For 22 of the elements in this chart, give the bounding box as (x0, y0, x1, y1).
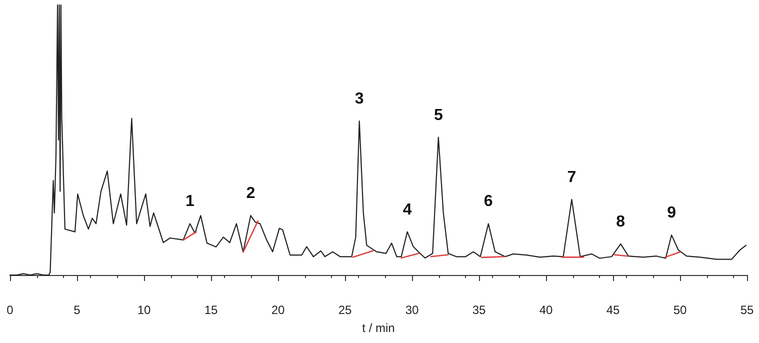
x-axis-title: t / min (362, 321, 395, 335)
annotation: 6 (484, 193, 493, 210)
annotation: 8 (616, 213, 626, 230)
x-tick-label: 15 (204, 303, 218, 317)
x-tick-label: 50 (673, 303, 687, 317)
x-tick-label: 10 (137, 303, 151, 317)
x-tick-label: 35 (472, 303, 486, 317)
annotation: 2 (246, 185, 256, 202)
x-tick-label: 55 (740, 303, 754, 317)
x-tick-label: 40 (539, 303, 553, 317)
annotation: 9 (667, 204, 676, 222)
x-tick-label: 0 (6, 303, 14, 317)
annotation: 1 (186, 193, 195, 210)
annotation: 5 (434, 106, 443, 124)
annotation: 4 (402, 201, 412, 218)
annotation: 3 (354, 90, 364, 108)
x-tick-label: 45 (606, 303, 620, 317)
x-tick-label: 25 (338, 303, 352, 317)
annotation: 7 (567, 168, 576, 186)
x-tick-label: 5 (74, 303, 81, 317)
x-tick-label: 20 (271, 303, 285, 317)
x-tick-label: 30 (405, 303, 419, 317)
